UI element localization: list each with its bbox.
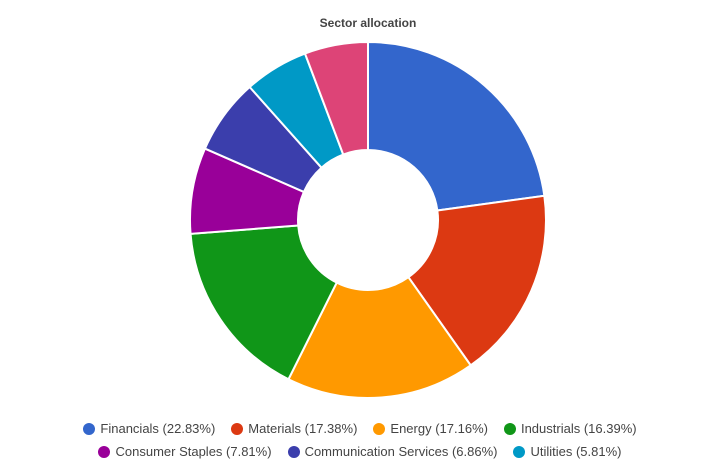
legend-item: Energy (17.16%): [373, 420, 488, 437]
legend-marker: [373, 422, 386, 435]
slice: [407, 194, 547, 367]
legend-label: Energy (17.16%): [390, 421, 488, 436]
slice: [367, 40, 546, 212]
legend-label: Consumer Staples (7.81%): [115, 444, 272, 459]
legend-item: Financials (22.83%): [83, 420, 215, 437]
legend: Financials (22.83%) Materials (17.38%) Ene…: [10, 420, 710, 468]
legend-marker: [287, 445, 300, 458]
legend-item: Materials (17.38%): [231, 420, 357, 437]
plot: Sector allocation: [189, 16, 547, 399]
legend-marker: [98, 445, 111, 458]
slice: [303, 40, 369, 156]
legend-marker: [513, 445, 526, 458]
legend-marker: [231, 422, 244, 435]
legend-label: Industrials (16.39%): [520, 421, 637, 436]
chart-title: Sector allocation: [320, 16, 417, 30]
legend-item: Industrials (16.39%): [503, 420, 637, 437]
legend-item: Consumer Staples (7.81%): [98, 443, 272, 460]
legend-item: Utilities (5.81%): [513, 443, 622, 460]
legend-label: Utilities (5.81%): [530, 444, 622, 459]
slice: [287, 275, 473, 399]
legend-label: Communication Services (6.86%): [304, 444, 498, 459]
legend-label: Financials (22.83%): [100, 421, 216, 436]
legend-marker: [83, 422, 96, 435]
legend-marker: [503, 422, 516, 435]
legend-item: Communication Services (6.86%): [287, 443, 498, 460]
slice: [189, 224, 339, 381]
legend-label: Materials (17.38%): [248, 421, 358, 436]
